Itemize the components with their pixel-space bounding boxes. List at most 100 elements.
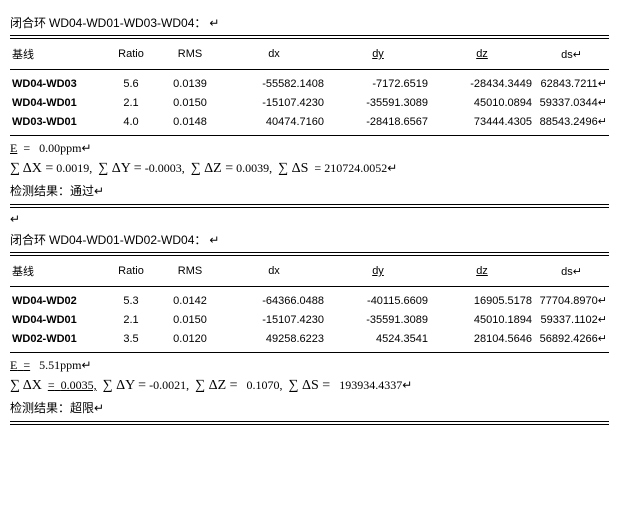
cell-dz: 28104.5646 <box>430 329 534 348</box>
sigma-line: ∑ ΔX = 0.0035, ∑ ΔY = -0.0021, ∑ ΔZ = 0.… <box>10 378 609 394</box>
result-value: 通过 <box>70 184 94 198</box>
table-row: WD04-WD012.10.0150-15107.4230-35591.3089… <box>10 93 609 112</box>
table-row: WD04-WD012.10.0150-15107.4230-35591.3089… <box>10 310 609 329</box>
result-label: 检测结果： <box>10 184 70 198</box>
cell-baseline: WD04-WD01 <box>10 310 104 329</box>
table-row: WD04-WD035.60.0139-55582.1408-7172.6519-… <box>10 74 609 93</box>
sigma-dx-value: 0.0035, <box>61 378 97 392</box>
cell-rms: 0.0150 <box>158 310 222 329</box>
sigma-dy-label: ∑ ΔY = <box>98 161 141 176</box>
cell-dy: -28418.6567 <box>326 112 430 131</box>
data-table-body: WD04-WD035.60.0139-55582.1408-7172.6519-… <box>10 74 609 131</box>
e-line: E = 5.51ppm↵ <box>10 358 609 373</box>
cell-ratio: 3.5 <box>104 329 158 348</box>
header-baseline: 基线 <box>10 260 104 282</box>
sigma-dy-value: -0.0021, <box>149 378 189 392</box>
header-dx: dx <box>222 260 326 282</box>
blank-line: ↵ <box>10 212 609 227</box>
sigma-dy-value: -0.0003, <box>145 161 185 175</box>
e-eq: = <box>23 358 30 372</box>
header-ratio: Ratio <box>104 260 158 282</box>
sigma-dz-label: ∑ ΔZ = <box>191 161 233 176</box>
header-dz: dz <box>430 43 534 65</box>
sigma-ds-eq: = <box>314 161 321 175</box>
cell-dy: -40115.6609 <box>326 291 430 310</box>
table-header-row: 基线 Ratio RMS dx dy dz ds↵ <box>10 43 609 65</box>
cell-dz: 73444.4305 <box>430 112 534 131</box>
cell-ds: 62843.7211↵ <box>534 74 609 93</box>
cell-ds: 59337.0344↵ <box>534 93 609 112</box>
cell-dy: -7172.6519 <box>326 74 430 93</box>
paragraph-mark: ↵ <box>209 16 219 30</box>
sigma-dz-value: 0.0039, <box>236 161 272 175</box>
e-label: E <box>10 141 17 155</box>
sigma-dy-label: ∑ ΔY = <box>103 378 146 393</box>
sigma-ds-label: ∑ ΔS = <box>289 378 331 393</box>
cell-ratio: 5.6 <box>104 74 158 93</box>
sigma-dz-value: 0.1070, <box>247 378 283 392</box>
cell-ds: 59337.1102↵ <box>534 310 609 329</box>
cell-dx: -15107.4230 <box>222 93 326 112</box>
table-row: WD03-WD014.00.014840474.7160-28418.65677… <box>10 112 609 131</box>
header-dy: dy <box>326 260 430 282</box>
header-ds: ds↵ <box>534 43 609 65</box>
cell-dx: 40474.7160 <box>222 112 326 131</box>
header-ds: ds↵ <box>534 260 609 282</box>
result-label: 检测结果： <box>10 401 70 415</box>
e-line: E = 0.00ppm↵ <box>10 141 609 156</box>
loop-title-path: WD04-WD01-WD03-WD04： <box>49 16 206 30</box>
paragraph-mark: ↵ <box>209 233 219 247</box>
e-eq: = <box>23 141 30 155</box>
divider-double <box>10 421 609 425</box>
cell-dx: -55582.1408 <box>222 74 326 93</box>
cell-rms: 0.0148 <box>158 112 222 131</box>
sigma-dx-label: ∑ ΔX <box>10 378 42 393</box>
table-header-row: 基线 Ratio RMS dx dy dz ds↵ <box>10 260 609 282</box>
cell-dy: -35591.3089 <box>326 93 430 112</box>
sigma-line: ∑ ΔX = 0.0019, ∑ ΔY = -0.0003, ∑ ΔZ = 0.… <box>10 161 609 177</box>
cell-ratio: 2.1 <box>104 93 158 112</box>
sigma-dx-value: 0.0019, <box>56 161 92 175</box>
sigma-ds-value: 193934.4337 <box>339 378 402 392</box>
loop-title-prefix: 闭合环 <box>10 233 46 247</box>
cell-dy: 4524.3541 <box>326 329 430 348</box>
cell-baseline: WD04-WD02 <box>10 291 104 310</box>
cell-rms: 0.0142 <box>158 291 222 310</box>
loop-title: 闭合环 WD04-WD01-WD02-WD04： ↵ <box>10 231 609 248</box>
cell-rms: 0.0139 <box>158 74 222 93</box>
cell-ds: 56892.4266↵ <box>534 329 609 348</box>
result-line: 检测结果：超限↵ <box>10 399 609 416</box>
data-table-body: WD04-WD025.30.0142-64366.0488-40115.6609… <box>10 291 609 348</box>
sigma-ds-value: 210724.0052 <box>324 161 387 175</box>
header-dx: dx <box>222 43 326 65</box>
header-rms: RMS <box>158 43 222 65</box>
cell-baseline: WD04-WD01 <box>10 93 104 112</box>
divider-double <box>10 252 609 256</box>
sigma-dx-label: ∑ ΔX = <box>10 161 53 176</box>
cell-ds: 77704.8970↵ <box>534 291 609 310</box>
cell-ratio: 4.0 <box>104 112 158 131</box>
loop-title-path: WD04-WD01-WD02-WD04： <box>49 233 206 247</box>
cell-dz: 16905.5178 <box>430 291 534 310</box>
cell-rms: 0.0120 <box>158 329 222 348</box>
cell-baseline: WD04-WD03 <box>10 74 104 93</box>
cell-dx: -15107.4230 <box>222 310 326 329</box>
table-row: WD04-WD025.30.0142-64366.0488-40115.6609… <box>10 291 609 310</box>
header-dy: dy <box>326 43 430 65</box>
cell-dz: 45010.0894 <box>430 93 534 112</box>
cell-ratio: 2.1 <box>104 310 158 329</box>
cell-ratio: 5.3 <box>104 291 158 310</box>
sigma-ds-label: ∑ ΔS <box>278 161 308 176</box>
cell-rms: 0.0150 <box>158 93 222 112</box>
cell-baseline: WD02-WD01 <box>10 329 104 348</box>
header-dz: dz <box>430 260 534 282</box>
header-baseline: 基线 <box>10 43 104 65</box>
sigma-dx-eq: = <box>48 378 55 392</box>
cell-dy: -35591.3089 <box>326 310 430 329</box>
loop-title: 闭合环 WD04-WD01-WD03-WD04： ↵ <box>10 14 609 31</box>
cell-dz: 45010.1894 <box>430 310 534 329</box>
e-value: 5.51ppm <box>39 358 81 372</box>
sigma-dz-label: ∑ ΔZ = <box>195 378 237 393</box>
divider-single <box>10 69 609 70</box>
table-row: WD02-WD013.50.012049258.62234524.3541281… <box>10 329 609 348</box>
